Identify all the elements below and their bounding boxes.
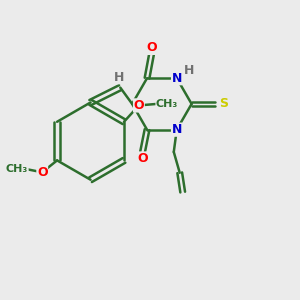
Text: H: H [114, 71, 124, 84]
Text: S: S [219, 98, 228, 110]
Text: CH₃: CH₃ [6, 164, 28, 174]
Text: N: N [172, 123, 182, 136]
Text: N: N [172, 72, 182, 85]
Text: O: O [146, 41, 157, 54]
Text: O: O [134, 99, 144, 112]
Text: O: O [37, 166, 47, 179]
Text: CH₃: CH₃ [156, 99, 178, 109]
Text: H: H [184, 64, 194, 77]
Text: O: O [137, 152, 148, 165]
